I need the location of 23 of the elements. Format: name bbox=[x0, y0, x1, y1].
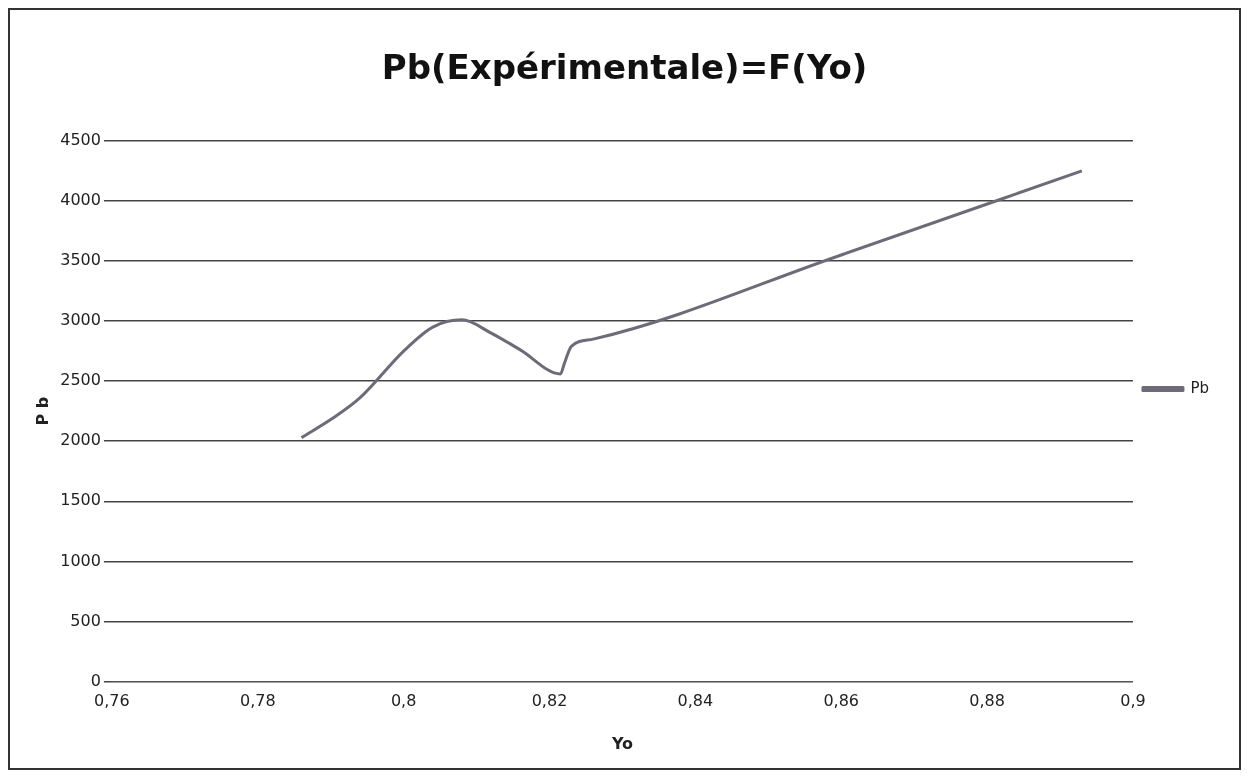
y-tick-label: 4000 bbox=[60, 190, 101, 210]
y-axis-title: P b bbox=[32, 396, 52, 426]
y-tick-label: 500 bbox=[70, 610, 101, 630]
legend-label: Pb bbox=[1190, 378, 1210, 397]
x-tick-label: 0,8 bbox=[390, 691, 417, 711]
x-tick-label: 0,82 bbox=[531, 691, 568, 711]
x-axis-title: Yo bbox=[610, 733, 633, 753]
line-series bbox=[300, 169, 1084, 440]
y-tick-label: 3500 bbox=[60, 250, 101, 270]
y-tick-label: 2500 bbox=[60, 370, 101, 390]
y-tick-label: 1500 bbox=[60, 490, 101, 510]
x-tick-label: 0,9 bbox=[1120, 691, 1146, 711]
y-tick-label: 3000 bbox=[60, 310, 101, 330]
y-tick-label: 0 bbox=[90, 670, 101, 690]
chart-title: Pb(Expérimentale)=F(Yo) bbox=[381, 47, 868, 88]
x-tick-label: 0,78 bbox=[239, 691, 276, 711]
x-tick-label: 0,88 bbox=[969, 691, 1005, 711]
x-tick-label: 0,76 bbox=[94, 691, 130, 711]
x-tick-label: 0,86 bbox=[823, 691, 860, 711]
y-tick-label: 4500 bbox=[60, 129, 101, 149]
y-tick-label: 2000 bbox=[60, 430, 101, 450]
x-tick-label: 0,84 bbox=[677, 691, 714, 711]
y-tick-label: 1000 bbox=[60, 550, 101, 570]
